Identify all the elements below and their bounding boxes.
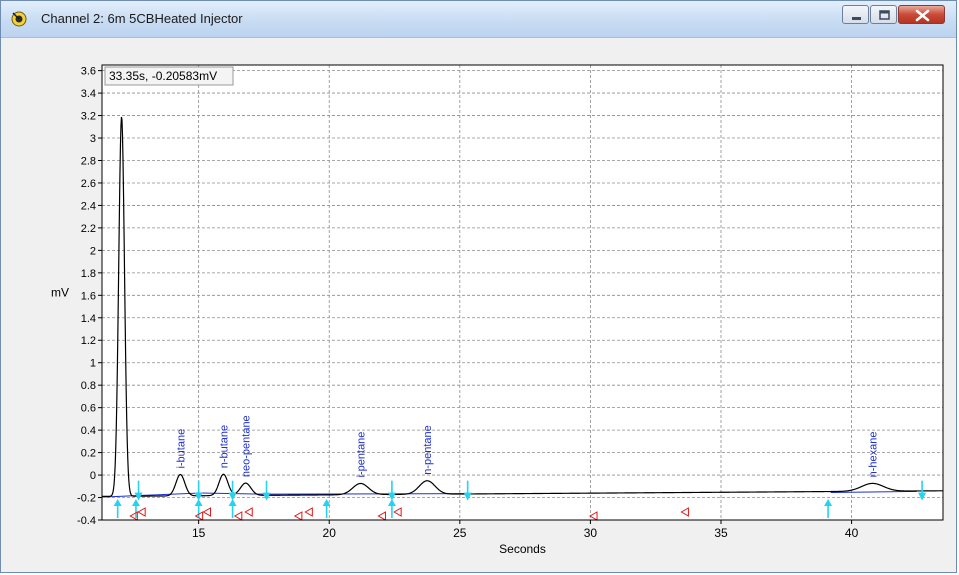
y-tick-label: 1.2 xyxy=(81,335,96,347)
peak-end-marker xyxy=(387,480,396,501)
peak-label: n-butane xyxy=(218,425,230,468)
peak-end-marker xyxy=(194,480,203,501)
event-marker xyxy=(680,507,689,517)
chromatogram-chart[interactable]: i-butane n-butane neo-pentane i-pentane n-pe… xyxy=(10,37,948,571)
integration-baseline xyxy=(266,493,468,495)
x-tick-label: 40 xyxy=(845,526,859,540)
event-marker xyxy=(194,511,204,521)
peak-start-head xyxy=(113,499,122,506)
peak-start-marker xyxy=(824,499,833,518)
peak-end-head xyxy=(262,492,271,501)
peak-label: n-pentane xyxy=(422,425,434,475)
event-marker xyxy=(293,511,303,521)
peak-label: n-hexane xyxy=(867,432,879,478)
integration-baseline xyxy=(830,490,917,493)
cursor-readout: 33.35s, -0.20583mV xyxy=(104,66,234,86)
y-tick-label: 0.2 xyxy=(81,448,96,460)
y-tick-label: 1 xyxy=(90,358,96,370)
y-tick-label: 3.6 xyxy=(81,66,96,78)
x-tick-label: 15 xyxy=(192,526,206,540)
y-tick-label: 2.6 xyxy=(81,178,96,190)
y-tick-label: 1.6 xyxy=(81,290,96,302)
cursor-readout-text: 33.35s, -0.20583mV xyxy=(109,69,217,83)
peak-start-head xyxy=(387,499,396,506)
x-tick-label: 20 xyxy=(323,526,337,540)
peak-end-marker xyxy=(134,480,143,501)
peak-start-marker xyxy=(228,499,237,518)
minimize-button[interactable] xyxy=(842,5,869,24)
peak-start-head xyxy=(131,499,140,506)
title-bar[interactable]: Channel 2: 6m 5CBHeated Injector xyxy=(1,1,956,38)
peak-label: i-pentane xyxy=(356,432,368,478)
x-tick-label: 30 xyxy=(584,526,598,540)
y-tick-label: 0 xyxy=(90,470,96,482)
event-markers xyxy=(129,507,689,521)
y-tick-label: 2.2 xyxy=(81,223,96,235)
peak-end-marker xyxy=(463,480,472,501)
maximize-button[interactable] xyxy=(870,5,897,24)
y-tick-label: 0.8 xyxy=(81,380,96,392)
window-title: Channel 2: 6m 5CBHeated Injector xyxy=(41,11,243,26)
y-tick-label: 2.4 xyxy=(81,200,96,212)
y-tick-label: 2 xyxy=(90,245,96,257)
peak-start-head xyxy=(194,499,203,506)
x-tick-label: 25 xyxy=(453,526,467,540)
grid xyxy=(102,65,943,520)
y-tick-label: 0.6 xyxy=(81,403,96,415)
event-marker xyxy=(233,511,243,521)
event-marker xyxy=(377,511,386,521)
peak-label: i-butane xyxy=(175,429,187,469)
close-button[interactable] xyxy=(898,5,945,24)
y-axis: -0.4 -0.2 0 0.2 0.4 0.6 0.8 1 1.2 1.4 1.6 1.8 2 2.2 2.… xyxy=(77,66,102,527)
peak-start-marker xyxy=(113,499,122,518)
app-icon xyxy=(11,11,27,27)
peak-start-marker xyxy=(387,499,396,518)
peak-end-head xyxy=(228,492,237,501)
peak-end-head xyxy=(463,492,472,501)
y-tick-label: 3.4 xyxy=(81,88,96,100)
maximize-icon xyxy=(879,10,890,20)
plot-frame xyxy=(101,64,944,521)
y-tick-label: 1.4 xyxy=(81,313,96,325)
peak-start-marker xyxy=(322,499,331,518)
peak-start-head xyxy=(322,499,331,506)
y-tick-label: 3.2 xyxy=(81,111,96,123)
y-tick-label: 0.4 xyxy=(81,425,96,437)
event-marker xyxy=(589,511,598,521)
x-tick-label: 35 xyxy=(714,526,728,540)
y-tick-label: -0.4 xyxy=(77,515,96,527)
x-axis-label: Seconds xyxy=(499,542,546,556)
y-tick-label: -0.2 xyxy=(77,493,96,505)
integration-baseline xyxy=(104,492,202,498)
minimize-icon xyxy=(852,17,861,20)
peak-end-marker xyxy=(918,480,927,501)
peak-labels: i-butane n-butane neo-pentane i-pentane n-pe… xyxy=(175,415,879,477)
event-marker xyxy=(129,511,138,521)
peak-end-head xyxy=(387,492,396,501)
plot-background xyxy=(102,65,943,520)
event-marker xyxy=(137,507,146,517)
peak-end-head xyxy=(134,492,143,501)
event-marker xyxy=(393,507,402,517)
event-marker xyxy=(202,507,211,517)
peak-end-head xyxy=(194,492,203,501)
peak-end-marker xyxy=(228,480,237,501)
y-axis-label: mV xyxy=(51,286,69,300)
peak-start-marker xyxy=(194,499,203,518)
y-tick-label: 1.8 xyxy=(81,268,96,280)
peak-markers xyxy=(113,480,927,518)
y-tick-label: 3 xyxy=(90,133,96,145)
close-icon xyxy=(915,9,930,22)
chromatogram-trace xyxy=(101,116,943,498)
x-axis: 15 20 25 30 35 40 xyxy=(192,520,859,540)
event-marker xyxy=(304,507,313,517)
peak-start-head xyxy=(228,499,237,506)
peak-label: neo-pentane xyxy=(241,415,253,477)
peak-start-head xyxy=(824,499,833,506)
peak-end-head xyxy=(918,492,927,501)
event-marker xyxy=(244,507,253,517)
y-tick-label: 2.8 xyxy=(81,155,96,167)
peak-end-marker xyxy=(262,480,271,501)
peak-start-marker xyxy=(131,499,140,518)
